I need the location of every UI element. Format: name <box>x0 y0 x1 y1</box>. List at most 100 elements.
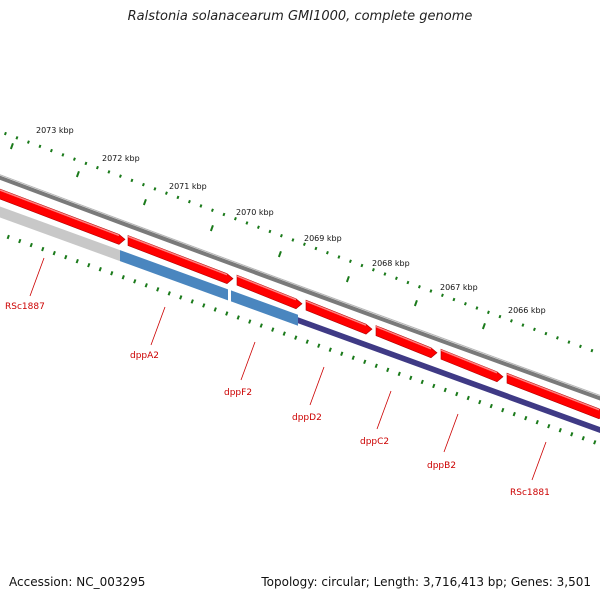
tick-inner <box>225 311 229 316</box>
tick-inner <box>593 440 597 445</box>
tick-inner <box>397 371 401 377</box>
gene-block-gray <box>0 206 120 262</box>
tick-minor <box>187 199 191 204</box>
tick-inner <box>466 395 470 401</box>
tick-inner <box>501 407 505 413</box>
tick-minor <box>406 280 410 285</box>
tick-inner <box>87 262 91 268</box>
tick-inner <box>363 359 367 365</box>
tick-minor <box>84 161 88 166</box>
cds-arrow-highlight <box>127 235 228 276</box>
tick-inner <box>110 271 114 276</box>
tick-inner <box>52 250 56 256</box>
tick-minor <box>222 212 226 217</box>
tick-minor <box>153 187 157 191</box>
tick-inner <box>524 415 528 421</box>
tick-minor <box>61 153 65 157</box>
gene-block-blue <box>231 290 298 326</box>
tick-minor <box>532 327 536 332</box>
tick-minor <box>429 289 433 293</box>
tick-inner <box>18 238 22 244</box>
tick-inner <box>386 367 390 373</box>
tick-minor <box>521 323 525 327</box>
tick-major <box>481 323 486 330</box>
tick-inner <box>305 339 309 344</box>
tick-inner <box>455 391 459 397</box>
tick-inner <box>156 287 160 292</box>
tick-inner <box>167 291 171 296</box>
tick-major <box>277 251 282 258</box>
tick-minor <box>118 174 122 178</box>
gene-label-rsc1881: RSc1881 <box>510 488 550 498</box>
tick-inner <box>282 331 286 336</box>
backbone-highlight <box>0 174 600 396</box>
tick-minor <box>337 255 341 259</box>
cds-arrow <box>375 325 438 359</box>
tick-inner <box>340 351 344 356</box>
map-title: Ralstonia solanacearum GMI1000, complete… <box>127 9 473 24</box>
tick-minor <box>210 208 214 212</box>
tick-inner <box>144 283 148 288</box>
tick-minor <box>279 233 283 238</box>
tick-minor <box>38 144 42 149</box>
tick-minor <box>463 302 467 306</box>
tick-inner <box>432 383 436 389</box>
tick-minor <box>371 268 375 272</box>
tick-minor <box>233 216 237 221</box>
tick-label: 2068 kbp <box>372 259 410 268</box>
tick-minor <box>360 263 364 268</box>
tick-label: 2071 kbp <box>169 182 207 191</box>
tick-inner <box>259 323 263 328</box>
tick-minor <box>302 242 306 246</box>
tick-minor <box>268 229 272 234</box>
tick-inner <box>409 375 413 381</box>
cds-arrow <box>506 372 600 420</box>
cds-arrow-highlight <box>236 275 297 301</box>
cds-forward-row <box>0 188 600 420</box>
tick-minor <box>486 310 490 315</box>
tick-minor <box>141 182 145 187</box>
tick-inner <box>535 419 539 425</box>
tick-marks <box>3 131 597 445</box>
accession-text: Accession: NC_003295 <box>9 575 146 589</box>
tick-inner <box>75 258 79 264</box>
tick-minor <box>245 221 249 225</box>
gene-block-purple <box>298 317 600 434</box>
cds-arrow <box>305 299 373 335</box>
tick-minor <box>394 276 398 281</box>
gene-labels: RSc1887 dppA2 dppF2 dppD2 dppC2 dppB2 RSc1881 <box>5 257 550 498</box>
tick-minor <box>26 140 30 144</box>
tick-inner <box>6 234 10 240</box>
cds-arrow-highlight <box>0 189 120 237</box>
tick-minor <box>567 340 571 344</box>
gene-label-dppf2: dppF2 <box>224 388 252 398</box>
tick-minor <box>15 136 19 140</box>
gene-label-dppc2: dppC2 <box>360 437 389 447</box>
tick-minor <box>417 285 421 289</box>
tick-inner <box>581 436 585 441</box>
gene-leader-line <box>376 390 392 430</box>
gene-label-dppd2: dppD2 <box>292 413 322 423</box>
tick-minor <box>475 306 479 310</box>
cds-arrow-highlight <box>506 373 600 411</box>
tick-minor <box>95 165 99 170</box>
tick-minor <box>578 344 582 349</box>
tick-inner <box>179 295 183 300</box>
gene-leader-line <box>29 257 45 297</box>
tick-inner <box>236 315 240 320</box>
gene-block-blue <box>120 250 228 301</box>
tick-inner <box>420 379 424 385</box>
tick-inner <box>512 411 516 417</box>
tick-label: 2066 kbp <box>508 306 546 315</box>
tick-inner <box>294 335 298 340</box>
gene-label-dppa2: dppA2 <box>130 351 159 361</box>
tick-inner <box>271 327 275 332</box>
tick-major <box>209 224 214 232</box>
cds-arrow <box>236 274 303 310</box>
tick-minor <box>544 331 548 336</box>
tick-inner <box>328 347 332 352</box>
tick-label: 2072 kbp <box>102 154 140 163</box>
tick-inner <box>64 254 68 260</box>
tick-minor <box>256 225 260 229</box>
tick-minor <box>130 178 134 183</box>
